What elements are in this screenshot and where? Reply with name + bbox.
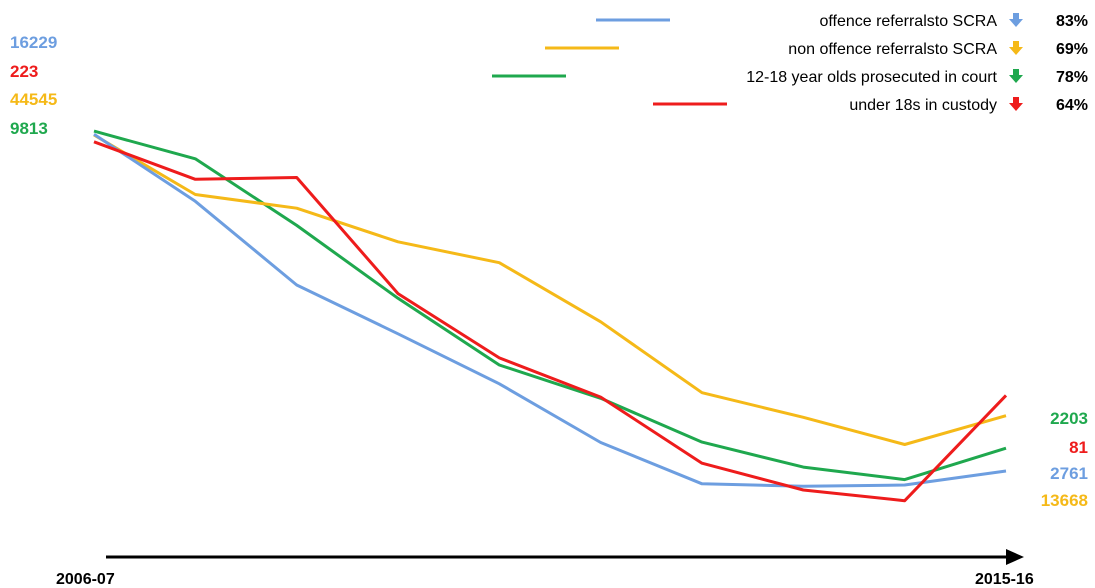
- x-tick-label-start: 2006-07: [56, 571, 115, 588]
- series-line-2: [93, 129, 1007, 482]
- legend-entry-1: non offence referralsto SCRA 69%: [545, 41, 1088, 58]
- legend-entry-3: under 18s in custody 64%: [653, 97, 1088, 114]
- down-arrow-icon: [1009, 97, 1023, 111]
- start-value-label-0: 16229: [10, 33, 57, 52]
- series-line-0: [93, 133, 1007, 488]
- series-lines: [93, 129, 1008, 503]
- legend-change-percent: 78%: [1056, 69, 1088, 86]
- end-value-label-0: 2761: [1050, 464, 1088, 483]
- legend-entry-2: 12-18 year olds prosecuted in court 78%: [492, 69, 1088, 86]
- legend-entry-0: offence referralsto SCRA 83%: [596, 13, 1088, 30]
- start-value-label-1: 44545: [10, 90, 57, 109]
- legend-change-percent: 64%: [1056, 97, 1088, 114]
- start-value-label-2: 9813: [10, 119, 48, 138]
- x-axis-arrowhead: [1006, 549, 1024, 565]
- start-value-label-3: 223: [10, 62, 38, 81]
- down-arrow-icon: [1009, 13, 1023, 27]
- down-arrow-icon: [1009, 41, 1023, 55]
- series-line-1: [93, 133, 1007, 446]
- legend-label: 12-18 year olds prosecuted in court: [746, 69, 997, 86]
- data-labels: 16229 223 44545 9813 81 2761 13668 2203: [10, 33, 1088, 510]
- legend: offence referralsto SCRA 83% non offence r…: [492, 13, 1088, 114]
- legend-change-percent: 83%: [1056, 13, 1088, 30]
- legend-change-percent: 69%: [1056, 41, 1088, 58]
- legend-label: under 18s in custody: [849, 97, 997, 114]
- legend-label: offence referralsto SCRA: [819, 13, 997, 30]
- series-line-3: [93, 140, 1008, 503]
- x-tick-label-end: 2015-16: [975, 571, 1034, 588]
- end-value-label-3: 81: [1069, 438, 1088, 457]
- legend-label: non offence referralsto SCRA: [788, 41, 997, 58]
- end-value-label-2: 2203: [1050, 409, 1088, 428]
- end-value-label-1: 13668: [1041, 491, 1088, 510]
- x-axis: 2006-07 2015-16: [56, 549, 1034, 588]
- down-arrow-icon: [1009, 69, 1023, 83]
